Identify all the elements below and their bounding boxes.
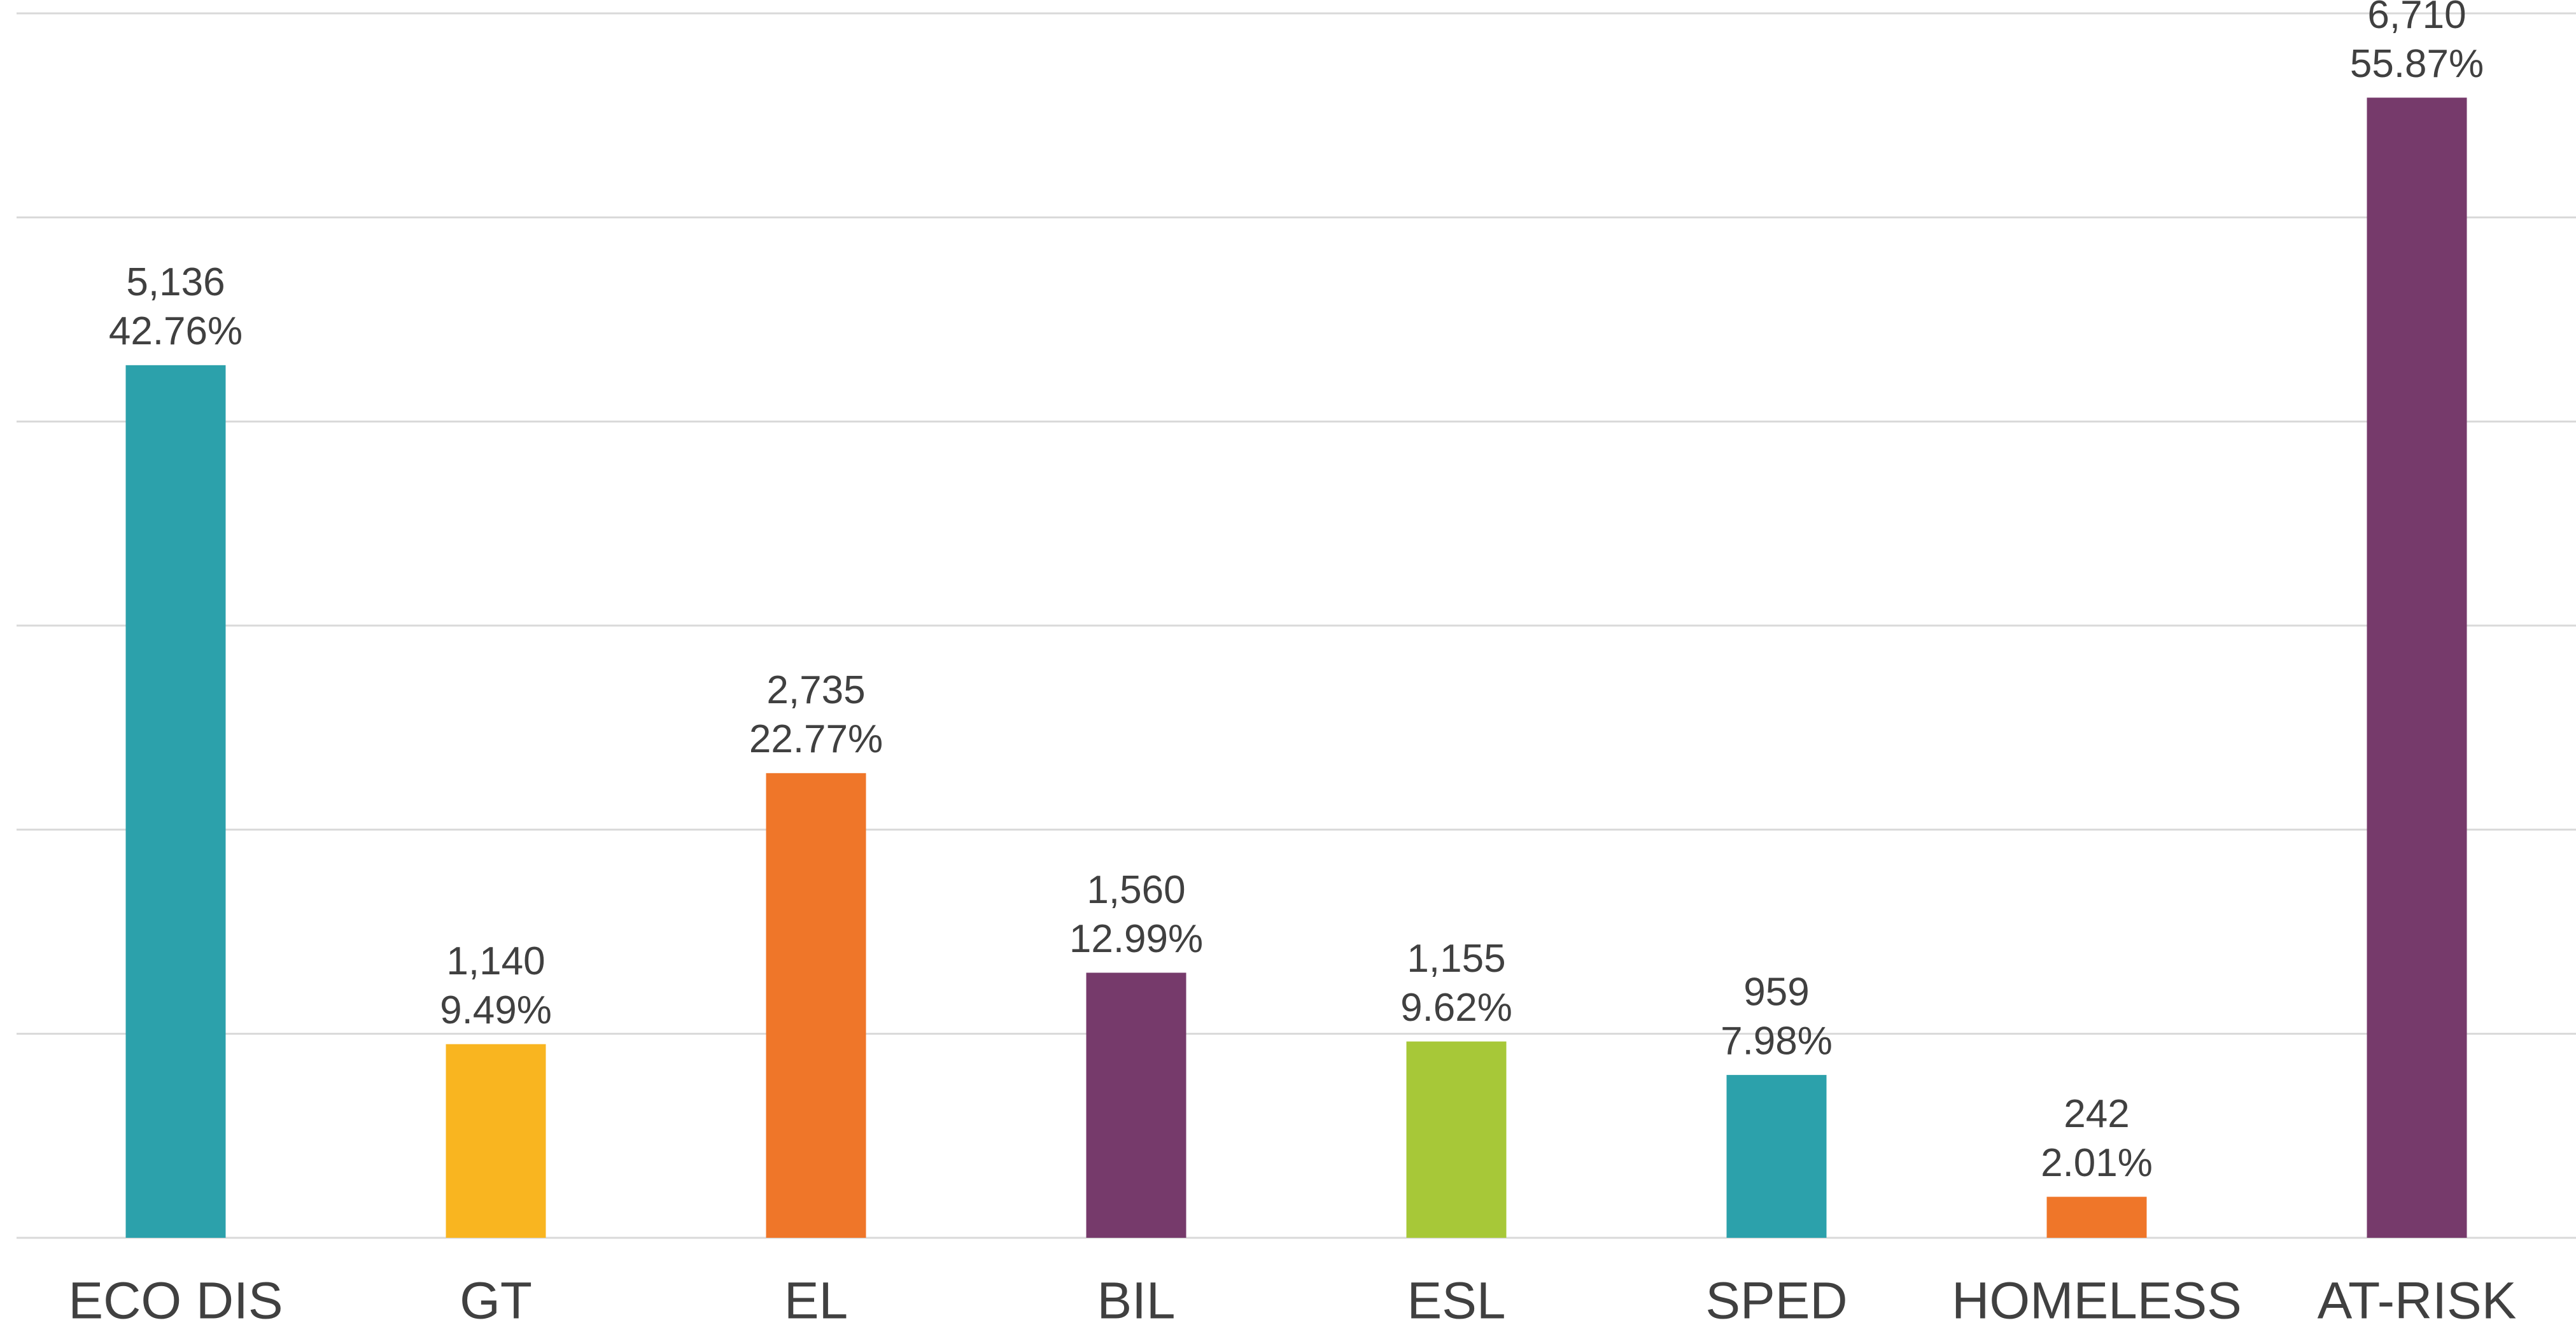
x-tick-label: AT-RISK [2318, 1272, 2517, 1330]
x-tick-label: BIL [1097, 1272, 1175, 1330]
bar [2367, 97, 2467, 1238]
count-label: 6,710 [2367, 0, 2466, 37]
value-label: 9.49% [440, 988, 552, 1032]
x-tick-label: ESL [1407, 1272, 1506, 1330]
value-label: 7.98% [1721, 1019, 1833, 1063]
x-tick-label: ECO DIS [68, 1272, 283, 1330]
count-label: 1,140 [446, 939, 545, 983]
count-label: 5,136 [126, 260, 225, 304]
value-label: 2.01% [2041, 1141, 2153, 1185]
bar [1086, 972, 1186, 1238]
count-label: 2,735 [766, 668, 865, 712]
bar [1726, 1075, 1827, 1238]
value-label: 22.77% [749, 717, 883, 761]
count-label: 1,560 [1087, 868, 1185, 912]
x-tick-label: SPED [1705, 1272, 1847, 1330]
count-label: 242 [2064, 1092, 2129, 1136]
x-tick-label: GT [460, 1272, 532, 1330]
x-tick-label: EL [784, 1272, 848, 1330]
value-label: 42.76% [109, 309, 243, 353]
count-label: 1,155 [1407, 937, 1505, 981]
bar [125, 365, 226, 1238]
bar [766, 773, 866, 1238]
x-tick-label: HOMELESS [1952, 1272, 2242, 1330]
bar [446, 1044, 546, 1238]
value-label: 9.62% [1400, 986, 1512, 1030]
bar [2046, 1196, 2147, 1238]
value-label: 55.87% [2350, 42, 2484, 86]
count-label: 959 [1743, 970, 1809, 1014]
bar [1406, 1041, 1507, 1238]
value-label: 12.99% [1069, 917, 1203, 961]
